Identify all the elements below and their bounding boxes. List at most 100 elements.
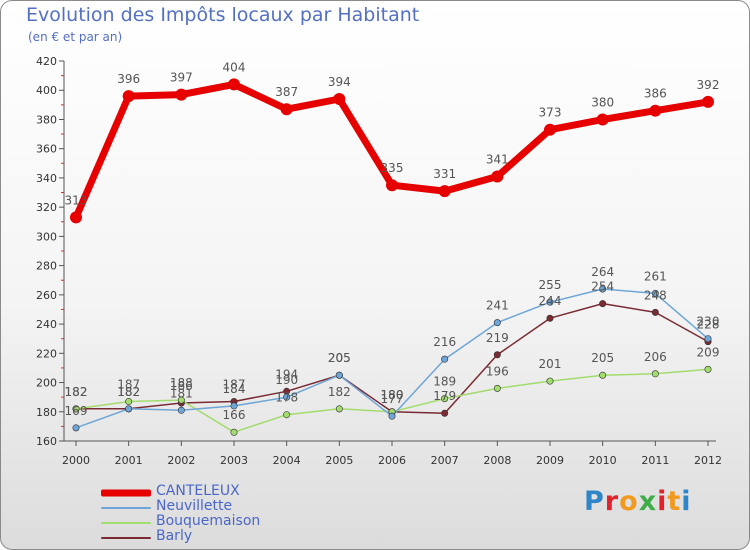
legend-label: CANTELEUX	[156, 483, 240, 499]
y-tick-label: 200	[36, 377, 57, 390]
data-point	[386, 179, 398, 192]
data-point	[438, 185, 451, 198]
legend-swatch	[101, 506, 151, 509]
data-label: 230	[697, 315, 720, 329]
data-point	[599, 371, 607, 379]
data-label: 177	[381, 392, 404, 406]
data-point	[333, 93, 346, 105]
y-tick-label: 360	[36, 143, 57, 156]
data-label: 178	[275, 391, 298, 405]
data-point	[704, 365, 712, 373]
data-label: 182	[117, 385, 140, 399]
legend-label: Bouquemaison	[156, 513, 261, 529]
data-label: 180	[381, 388, 404, 402]
data-label: 182	[328, 385, 351, 399]
data-label: 187	[223, 378, 246, 392]
data-point	[493, 351, 501, 359]
data-label: 180	[381, 388, 404, 402]
data-point	[546, 314, 554, 322]
data-point	[651, 370, 659, 378]
data-point	[493, 319, 501, 327]
data-label: 182	[65, 385, 88, 399]
data-label: 206	[644, 350, 667, 364]
data-label: 254	[591, 280, 614, 294]
data-point	[599, 300, 607, 308]
chart-title: Evolution des Impôts locaux par Habitant	[26, 4, 420, 26]
legend-label: Barly	[156, 528, 193, 544]
data-point	[283, 411, 291, 419]
data-point	[177, 406, 185, 414]
data-label: 313	[65, 193, 88, 207]
chart-subtitle: (en € et par an)	[28, 30, 123, 44]
x-tick-label: 2006	[378, 454, 406, 467]
data-label: 166	[223, 408, 246, 422]
x-tick-label: 2008	[483, 454, 511, 467]
data-label: 209	[697, 345, 720, 359]
data-point	[122, 90, 135, 103]
data-label: 341	[486, 152, 509, 166]
data-label: 190	[275, 373, 298, 387]
data-label: 205	[328, 351, 351, 365]
data-point	[441, 409, 449, 417]
y-tick-label: 260	[36, 289, 57, 302]
y-tick-label: 420	[36, 55, 57, 68]
y-tick-label: 280	[36, 260, 57, 273]
data-label: 188	[170, 376, 193, 390]
y-tick-label: 220	[36, 347, 57, 360]
data-label: 241	[486, 299, 509, 313]
data-label: 335	[381, 161, 404, 175]
data-label: 189	[433, 375, 456, 389]
data-point	[599, 285, 607, 293]
data-point	[125, 405, 133, 413]
data-label: 187	[117, 378, 140, 392]
data-label: 397	[170, 71, 193, 85]
legend-label: Neuvillette	[156, 498, 233, 514]
y-tick-label: 160	[36, 435, 57, 448]
x-tick-label: 2010	[589, 454, 617, 467]
x-tick-label: 2001	[115, 454, 143, 467]
legend-swatch	[101, 489, 151, 496]
y-tick-label: 380	[36, 113, 57, 126]
data-label: 194	[275, 367, 298, 381]
data-point	[441, 355, 449, 363]
data-point	[230, 402, 238, 410]
x-tick-label: 2004	[273, 454, 301, 467]
data-point	[72, 424, 80, 432]
data-point	[230, 428, 238, 436]
x-tick-label: 2002	[167, 454, 195, 467]
data-point	[335, 371, 343, 379]
data-point	[441, 395, 449, 403]
y-tick-label: 180	[36, 406, 57, 419]
data-label: 169	[65, 404, 88, 418]
data-point	[544, 123, 556, 136]
data-label: 404	[223, 60, 246, 74]
y-tick-label: 300	[36, 230, 57, 243]
data-label: 248	[644, 288, 667, 302]
x-tick-label: 2009	[536, 454, 564, 467]
data-label: 196	[486, 364, 509, 378]
data-label: 186	[170, 379, 193, 393]
data-point	[228, 78, 240, 91]
y-tick-label: 400	[36, 84, 57, 97]
y-tick-label: 320	[36, 201, 57, 214]
data-label: 205	[591, 351, 614, 365]
data-label: 380	[591, 95, 614, 109]
data-point	[283, 393, 291, 401]
data-label: 255	[539, 278, 562, 292]
data-point	[493, 384, 501, 392]
x-tick-label: 2005	[325, 454, 353, 467]
x-tick-label: 2012	[694, 454, 722, 467]
data-label: 201	[539, 357, 562, 371]
data-point	[388, 412, 396, 420]
data-point	[704, 335, 712, 343]
data-point	[546, 377, 554, 385]
data-point	[280, 103, 293, 116]
proxiti-logo: Proxiti	[584, 486, 692, 517]
data-label: 392	[697, 78, 720, 92]
data-label: 387	[275, 85, 298, 99]
data-label: 205	[328, 351, 351, 365]
x-tick-label: 2003	[220, 454, 248, 467]
data-point	[175, 88, 188, 101]
